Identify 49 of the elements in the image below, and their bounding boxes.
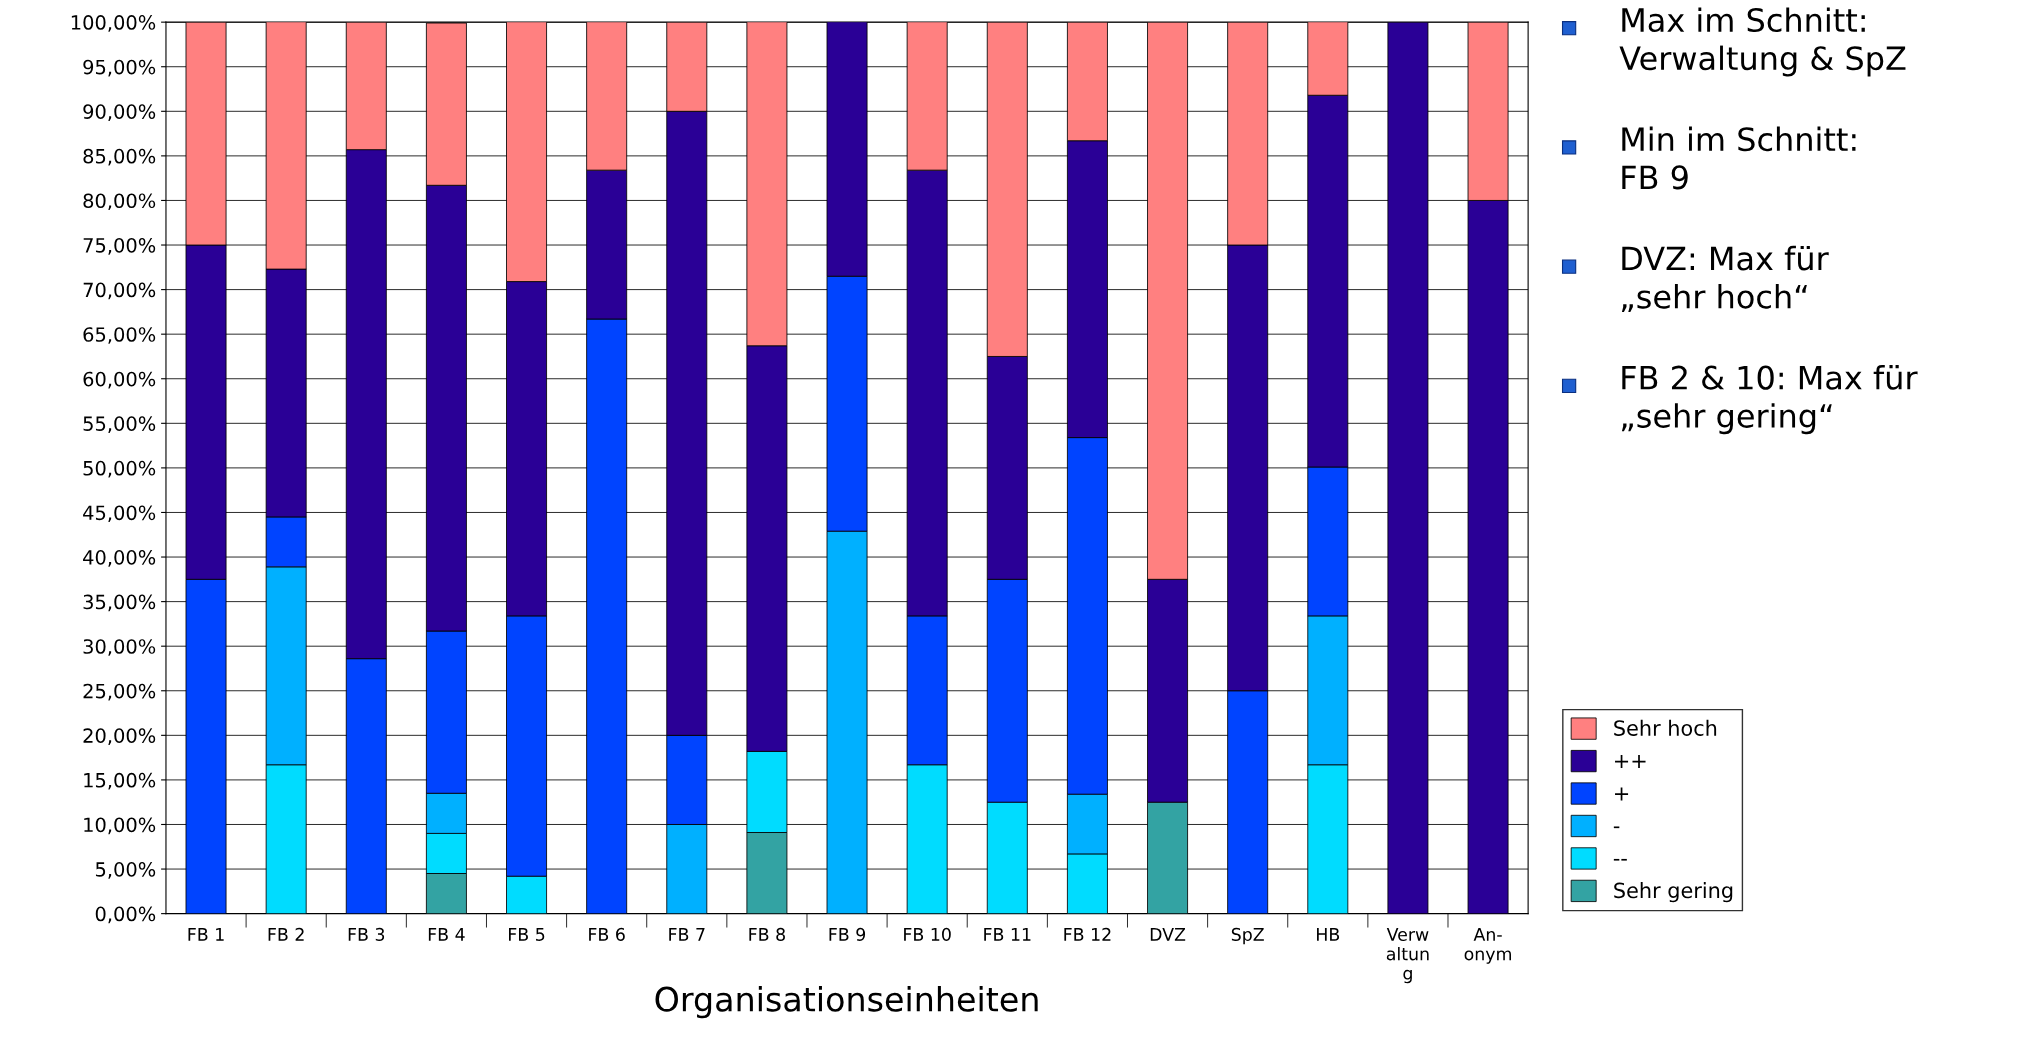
y-tick-label: 95,00% bbox=[83, 59, 156, 77]
y-tick-label: 65,00% bbox=[83, 327, 156, 344]
x-tick-label: FB 6 bbox=[589, 927, 625, 941]
text: Max im Schnitt: Verwaltung & SpZ bbox=[1619, 7, 1906, 77]
x-tick-label: FB 1 bbox=[188, 928, 224, 941]
legend-label: Sehr gering bbox=[1614, 882, 1733, 903]
y-tick-label: 60,00% bbox=[83, 371, 156, 389]
text: Min im Schnitt: FB 9 bbox=[1622, 126, 1856, 190]
legend-label: -- bbox=[1613, 858, 1627, 861]
y-tick-label: 20,00% bbox=[83, 728, 156, 745]
x-tick-label: Verw altun g bbox=[1386, 928, 1429, 984]
x-tick-label: FB 8 bbox=[749, 927, 785, 941]
y-tick-label: 55,00% bbox=[83, 416, 156, 433]
x-axis-title: Organisationseinheiten bbox=[655, 985, 1038, 1019]
x-tick-label: FB 12 bbox=[1064, 927, 1111, 941]
x-tick-label: FB 2 bbox=[268, 927, 304, 941]
legend-label: ++ bbox=[1615, 755, 1646, 769]
y-tick-label: 35,00% bbox=[83, 594, 156, 612]
y-tick-label: 15,00% bbox=[84, 772, 156, 790]
y-tick-label: 70,00% bbox=[83, 282, 156, 300]
y-tick-label: 85,00% bbox=[83, 148, 156, 166]
x-tick-label: FB 3 bbox=[348, 927, 385, 941]
x-tick-label: FB 7 bbox=[669, 928, 705, 941]
x-tick-label: FB 5 bbox=[509, 928, 545, 941]
text: DVZ: Max für „sehr hoch“ bbox=[1621, 245, 1829, 312]
y-tick-label: 80,00% bbox=[83, 193, 156, 211]
x-tick-label: SpZ bbox=[1231, 927, 1264, 945]
y-tick-label: 40,00% bbox=[83, 550, 156, 567]
x-tick-label: FB 9 bbox=[829, 927, 866, 941]
y-tick-label: 75,00% bbox=[83, 237, 156, 255]
x-tick-label: FB 4 bbox=[428, 928, 465, 941]
text: FB 2 & 10: Max für „sehr gering“ bbox=[1621, 365, 1918, 435]
y-tick-label: 25,00% bbox=[83, 683, 156, 701]
y-tick-label: 5,00% bbox=[95, 862, 156, 879]
y-tick-label: 10,00% bbox=[84, 817, 156, 835]
x-tick-label: HB bbox=[1317, 928, 1340, 941]
y-tick-label: 90,00% bbox=[83, 104, 156, 121]
y-tick-label: 30,00% bbox=[83, 639, 156, 656]
x-tick-label: FB 10 bbox=[904, 927, 951, 941]
legend-label: + bbox=[1615, 787, 1629, 801]
y-tick-label: 50,00% bbox=[83, 460, 156, 478]
legend-label: Sehr hoch bbox=[1614, 719, 1717, 736]
y-tick-label: 45,00% bbox=[83, 505, 156, 523]
x-tick-label: FB 11 bbox=[984, 928, 1031, 941]
y-tick-label: 100,00% bbox=[71, 15, 156, 32]
y-tick-label: 0,00% bbox=[95, 906, 156, 924]
legend-label: - bbox=[1613, 826, 1620, 829]
x-tick-label: An- onym bbox=[1464, 928, 1511, 964]
x-tick-label: DVZ bbox=[1150, 928, 1186, 941]
